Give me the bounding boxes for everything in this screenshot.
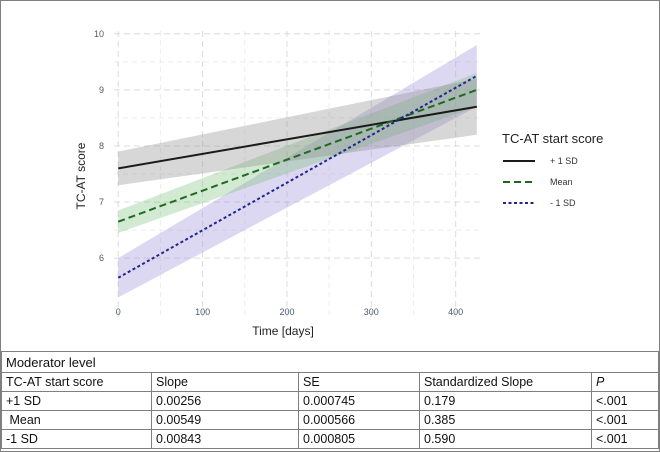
table-cell: 0.000805 xyxy=(298,429,420,449)
legend-label: + 1 SD xyxy=(550,156,578,166)
legend-title: TC-AT start score xyxy=(502,131,603,146)
table-cell: 0.590 xyxy=(419,429,592,449)
confidence-band xyxy=(118,78,477,186)
y-axis-title: TC-AT score xyxy=(74,142,88,209)
x-tick-label: 0 xyxy=(116,307,121,317)
table-cell: <.001 xyxy=(591,410,659,430)
series-line xyxy=(117,88,478,223)
x-tick-label: 300 xyxy=(364,307,379,317)
series-lines xyxy=(117,74,478,279)
tick-labels: 0 100 200 300 400 6 7 8 9 10 xyxy=(94,29,463,317)
table-row: Mean 0.00549 0.000566 0.385 <.001 xyxy=(1,410,659,430)
moderator-table: Moderator level TC-AT start score Slope … xyxy=(1,352,659,449)
interaction-chart: 0 100 200 300 400 6 7 8 9 10 Time [days] TC-AT sc… xyxy=(74,29,603,338)
x-axis-title: Time [days] xyxy=(252,324,314,338)
series-line xyxy=(118,105,477,170)
x-tick-label: 100 xyxy=(195,307,210,317)
y-tick-label: 6 xyxy=(99,253,104,263)
table-cell: 0.00256 xyxy=(151,391,299,411)
y-tick-label: 9 xyxy=(99,85,104,95)
confidence-band xyxy=(118,45,477,298)
table-cell: 0.000566 xyxy=(298,410,420,430)
table-cell: 0.00549 xyxy=(151,410,299,430)
table-cell: 0.179 xyxy=(419,391,592,411)
table-header-row: TC-AT start score Slope SE Standardized … xyxy=(1,372,659,392)
table-cell: -1 SD xyxy=(1,429,152,449)
table-cell: 0.385 xyxy=(419,410,592,430)
table-cell: 0.00843 xyxy=(151,429,299,449)
header-cell: P xyxy=(591,372,659,392)
header-cell: SE xyxy=(298,372,420,392)
table-row: -1 SD 0.00843 0.000805 0.590 <.001 xyxy=(1,429,659,449)
table-row: +1 SD 0.00256 0.000745 0.179 <.001 xyxy=(1,391,659,411)
table-cell: +1 SD xyxy=(1,391,152,411)
table-cell: Mean xyxy=(1,410,152,430)
table-caption: Moderator level xyxy=(1,352,659,373)
x-tick-label: 400 xyxy=(448,307,463,317)
legend-label: Mean xyxy=(550,177,573,187)
table-cell: <.001 xyxy=(591,391,659,411)
table-cell: 0.000745 xyxy=(298,391,420,411)
header-cell: Standardized Slope xyxy=(419,372,592,392)
x-tick-label: 200 xyxy=(279,307,294,317)
confidence-band xyxy=(118,73,477,233)
table-cell: <.001 xyxy=(591,429,659,449)
y-tick-label: 7 xyxy=(99,197,104,207)
legend: + 1 SD Mean - 1 SD xyxy=(503,156,578,208)
header-cell: TC-AT start score xyxy=(1,372,152,392)
y-tick-label: 10 xyxy=(94,29,104,39)
legend-label: - 1 SD xyxy=(550,198,576,208)
y-tick-label: 8 xyxy=(99,141,104,151)
confidence-bands xyxy=(118,45,477,298)
plot-area: 0 100 200 300 400 6 7 8 9 10 Time [days] TC-AT sc… xyxy=(1,1,659,352)
series-line xyxy=(117,74,478,279)
grid xyxy=(114,31,481,317)
header-cell: Slope xyxy=(151,372,299,392)
